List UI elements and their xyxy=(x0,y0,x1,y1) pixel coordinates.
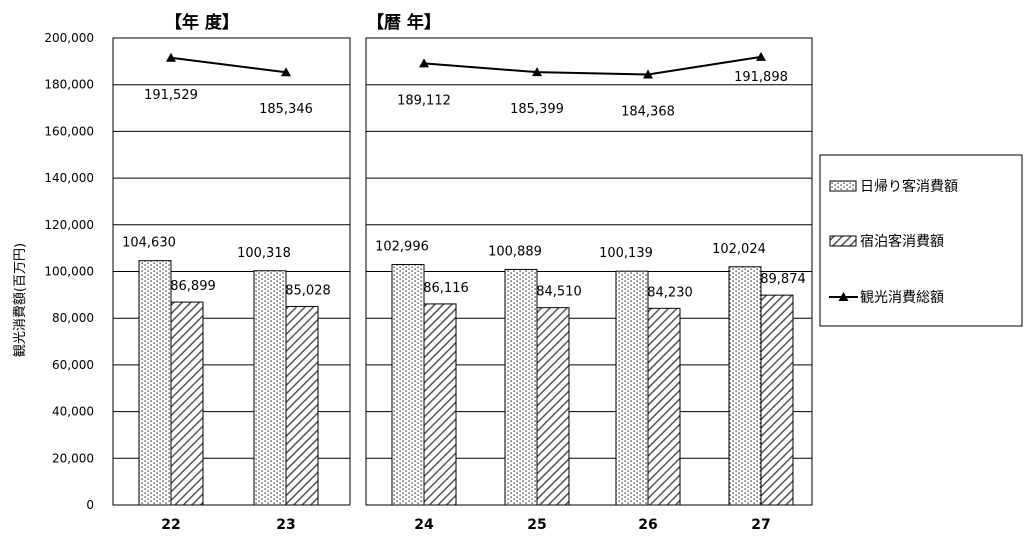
panel-calendar-year: 【暦 年】 102,996 86,116 24 100,889 84,510 25 100,1… xyxy=(365,12,813,533)
x-tick-label: 22 xyxy=(161,517,180,533)
data-label-total: 191,898 xyxy=(734,70,788,85)
data-label-day-trip: 104,630 xyxy=(122,236,176,251)
y-tick-label: 200,000 xyxy=(44,31,94,45)
plot-frame xyxy=(112,37,351,506)
x-tick-label: 26 xyxy=(638,517,657,533)
bar-day-trip xyxy=(504,268,538,506)
y-tick-label: 140,000 xyxy=(44,171,94,185)
panel-title: 【年 度】 xyxy=(165,12,239,33)
bar-overnight xyxy=(285,305,319,506)
bar-overnight xyxy=(170,301,204,506)
total-marker xyxy=(419,58,429,68)
bar-day-trip xyxy=(391,264,425,506)
data-label-total: 184,368 xyxy=(621,105,675,120)
legend-label-total: 観光消費総額 xyxy=(860,289,944,306)
y-tick-label: 0 xyxy=(86,498,94,512)
data-label-total: 191,529 xyxy=(144,88,198,103)
panel-fiscal-year: 【年 度】 104,630 86,899 22 100,318 85,028 23 191,5… xyxy=(112,12,351,533)
data-label-day-trip: 102,996 xyxy=(375,240,429,255)
data-label-overnight: 86,116 xyxy=(423,281,469,296)
bar-overnight xyxy=(647,307,681,506)
data-label-total: 189,112 xyxy=(397,93,451,108)
legend-label-day-trip: 日帰り客消費額 xyxy=(860,178,958,195)
total-marker xyxy=(166,52,176,62)
legend: 日帰り客消費額 宿泊客消費額 観光消費総額 xyxy=(819,154,1023,327)
total-marker xyxy=(756,51,766,61)
data-label-day-trip: 100,318 xyxy=(237,246,291,261)
bar-overnight xyxy=(423,303,457,506)
data-label-total: 185,399 xyxy=(510,102,564,117)
data-label-overnight: 85,028 xyxy=(285,283,331,298)
bar-overnight xyxy=(760,294,794,506)
data-label-overnight: 84,510 xyxy=(536,285,582,300)
y-tick-label: 40,000 xyxy=(52,405,94,419)
y-tick-label: 80,000 xyxy=(52,311,94,325)
bar-day-trip xyxy=(728,266,762,506)
data-label-total: 185,346 xyxy=(259,102,313,117)
y-tick-label: 60,000 xyxy=(52,358,94,372)
bar-day-trip xyxy=(138,260,172,506)
legend-swatch-total-marker xyxy=(838,292,849,301)
x-tick-label: 27 xyxy=(751,517,770,533)
bar-day-trip xyxy=(253,270,287,506)
total-line xyxy=(170,56,287,74)
y-tick-label: 160,000 xyxy=(44,124,94,138)
y-tick-label: 100,000 xyxy=(44,265,94,279)
total-marker xyxy=(532,67,542,77)
y-tick-label: 120,000 xyxy=(44,218,94,232)
legend-label-overnight: 宿泊客消費額 xyxy=(860,233,944,250)
x-tick-label: 23 xyxy=(276,517,295,533)
plot-frame xyxy=(365,37,813,506)
bar-day-trip xyxy=(615,270,649,506)
data-label-day-trip: 100,889 xyxy=(488,244,542,259)
total-marker xyxy=(281,67,291,77)
total-line xyxy=(423,55,762,76)
y-axis-label: 観光消費額(百万円) xyxy=(13,243,28,357)
y-tick-label: 20,000 xyxy=(52,451,94,465)
x-tick-label: 24 xyxy=(414,517,434,533)
legend-swatch-day-trip xyxy=(829,180,857,192)
data-label-day-trip: 100,139 xyxy=(599,246,653,261)
total-marker xyxy=(643,69,653,79)
y-tick-label: 180,000 xyxy=(44,78,94,92)
x-tick-label: 25 xyxy=(527,517,546,533)
data-label-day-trip: 102,024 xyxy=(712,242,766,257)
panel-title: 【暦 年】 xyxy=(367,12,441,33)
legend-swatch-overnight xyxy=(829,235,857,247)
data-label-overnight: 84,230 xyxy=(647,285,693,300)
bar-overnight xyxy=(536,307,570,506)
data-label-overnight: 89,874 xyxy=(760,272,806,287)
y-axis-ticks: 0 20,000 40,000 60,000 80,000 100,000 120,000 1… xyxy=(44,31,94,512)
data-label-overnight: 86,899 xyxy=(170,279,216,294)
